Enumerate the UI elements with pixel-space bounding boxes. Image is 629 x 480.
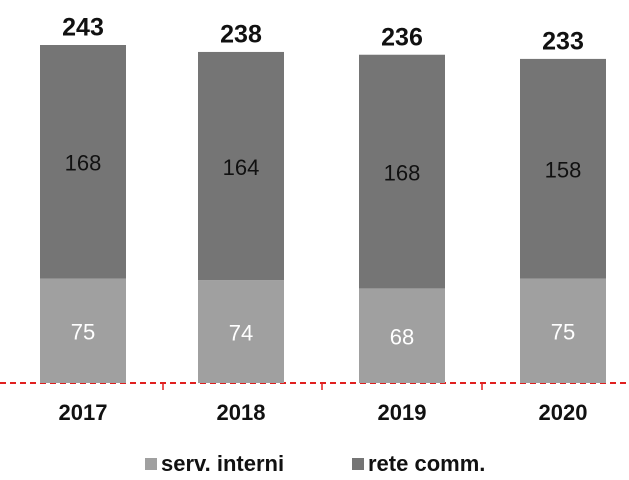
bar-segment — [359, 288, 445, 383]
x-tick-label: 2018 — [217, 400, 266, 425]
value-label: 158 — [545, 158, 582, 183]
legend-swatch — [352, 458, 364, 470]
bar-segment — [520, 58, 606, 279]
value-label: 75 — [551, 320, 575, 345]
bar-segment — [40, 45, 126, 279]
legend-swatch — [145, 458, 157, 470]
bar-segment — [359, 54, 445, 289]
bar-segment — [520, 278, 606, 383]
value-label: 168 — [65, 151, 102, 176]
total-label: 238 — [220, 21, 262, 49]
x-tick-label: 2017 — [59, 400, 108, 425]
value-label: 168 — [384, 160, 421, 185]
value-label: 164 — [223, 155, 260, 180]
bar-segment — [198, 51, 284, 281]
value-label: 75 — [71, 320, 95, 345]
legend-label: serv. interni — [161, 451, 284, 476]
total-label: 233 — [542, 28, 584, 56]
bar-segment — [40, 278, 126, 383]
x-tick-label: 2019 — [378, 400, 427, 425]
total-label: 243 — [62, 14, 104, 42]
value-label: 68 — [390, 325, 414, 350]
x-tick-label: 2020 — [539, 400, 588, 425]
bar-segment — [198, 280, 284, 383]
legend-label: rete comm. — [368, 451, 485, 476]
total-label: 236 — [381, 23, 423, 51]
value-label: 74 — [229, 320, 253, 345]
